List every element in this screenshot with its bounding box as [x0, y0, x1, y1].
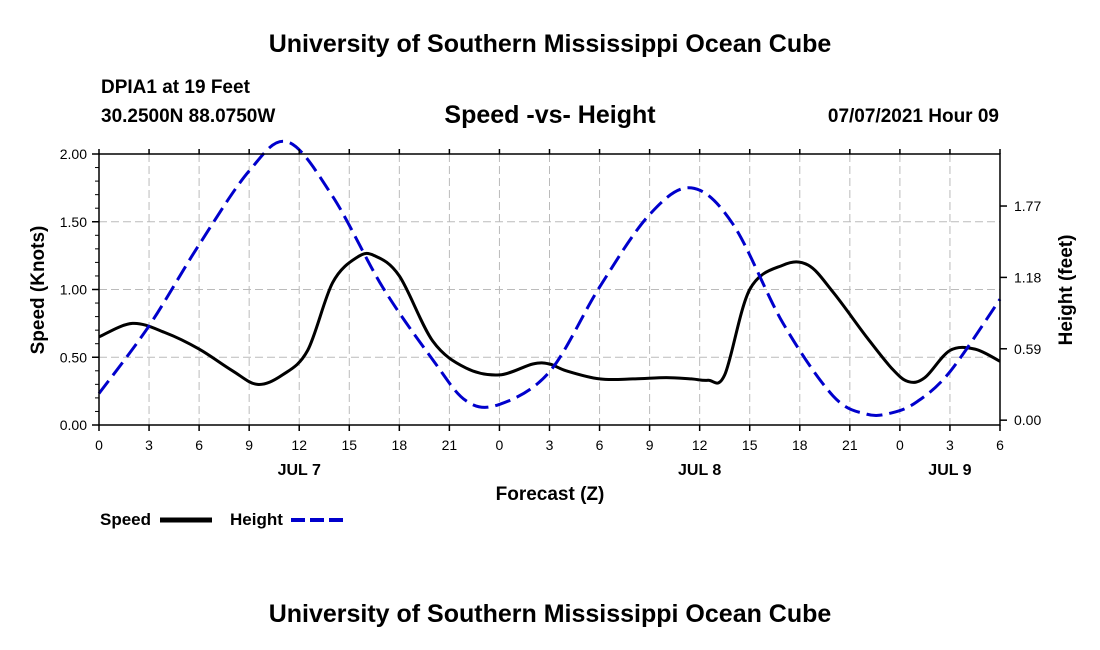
legend-label-speed: Speed [100, 510, 151, 529]
x-tick-label: 18 [792, 437, 808, 453]
coordinates-label: 30.2500N 88.0750W [101, 106, 276, 127]
x-tick-label: 12 [291, 437, 307, 453]
x-tick-label: 15 [341, 437, 357, 453]
forecast-datetime: 07/07/2021 Hour 09 [827, 106, 999, 127]
x-tick-label: 9 [646, 437, 654, 453]
chart-header-title: University of Southern Mississippi Ocean… [268, 30, 832, 58]
x-tick-label: 6 [195, 437, 203, 453]
y2-axis-label: Height (feet) [1056, 235, 1077, 346]
series-line-speed [98, 251, 1001, 386]
x-tick-label: 0 [95, 437, 103, 453]
x-tick-label: 3 [546, 437, 554, 453]
x-tick-label: 9 [245, 437, 253, 453]
y2-tick-label: 0.00 [1014, 412, 1041, 428]
grid-layer [99, 154, 1000, 425]
legend-label-height: Height [230, 510, 283, 529]
y2-tick-label: 0.59 [1014, 341, 1041, 357]
x-tick-label: 0 [496, 437, 504, 453]
y-tick-label: 1.00 [60, 282, 87, 298]
y2-tick-label: 1.77 [1014, 198, 1041, 214]
station-label: DPIA1 at 19 Feet [101, 77, 250, 98]
x-tick-label: 12 [692, 437, 708, 453]
y-tick-label: 2.00 [60, 146, 87, 162]
date-label: JUL 9 [928, 462, 971, 479]
date-label: JUL 7 [278, 462, 321, 479]
x-tick-label: 6 [596, 437, 604, 453]
legend: Speed Height [100, 510, 343, 529]
x-tick-label: 18 [392, 437, 408, 453]
y-tick-label: 0.50 [60, 349, 87, 365]
x-tick-label: 6 [996, 437, 1004, 453]
axes-layer: 0 3 6 9 12 15 18 21 0 3 6 9 12 15 18 21 0 3 6 JUL 7 JUL 8 JUL… [60, 146, 1042, 479]
series-layer [97, 139, 1002, 417]
x-tick-label: 21 [842, 437, 858, 453]
x-tick-label: 3 [946, 437, 954, 453]
chart-subtitle: Speed -vs- Height [444, 101, 656, 129]
y2-tick-label: 1.18 [1014, 269, 1041, 285]
x-tick-label: 0 [896, 437, 904, 453]
x-axis-label: Forecast (Z) [496, 484, 605, 505]
chart-footer-title: University of Southern Mississippi Ocean… [268, 600, 832, 628]
series-line-height [97, 139, 1002, 417]
y-axis-label: Speed (Knots) [28, 226, 49, 355]
x-tick-label: 3 [145, 437, 153, 453]
x-tick-label: 15 [742, 437, 758, 453]
y-tick-label: 0.00 [60, 417, 87, 433]
y-tick-label: 1.50 [60, 214, 87, 230]
x-tick-label: 21 [442, 437, 458, 453]
date-label: JUL 8 [678, 462, 721, 479]
